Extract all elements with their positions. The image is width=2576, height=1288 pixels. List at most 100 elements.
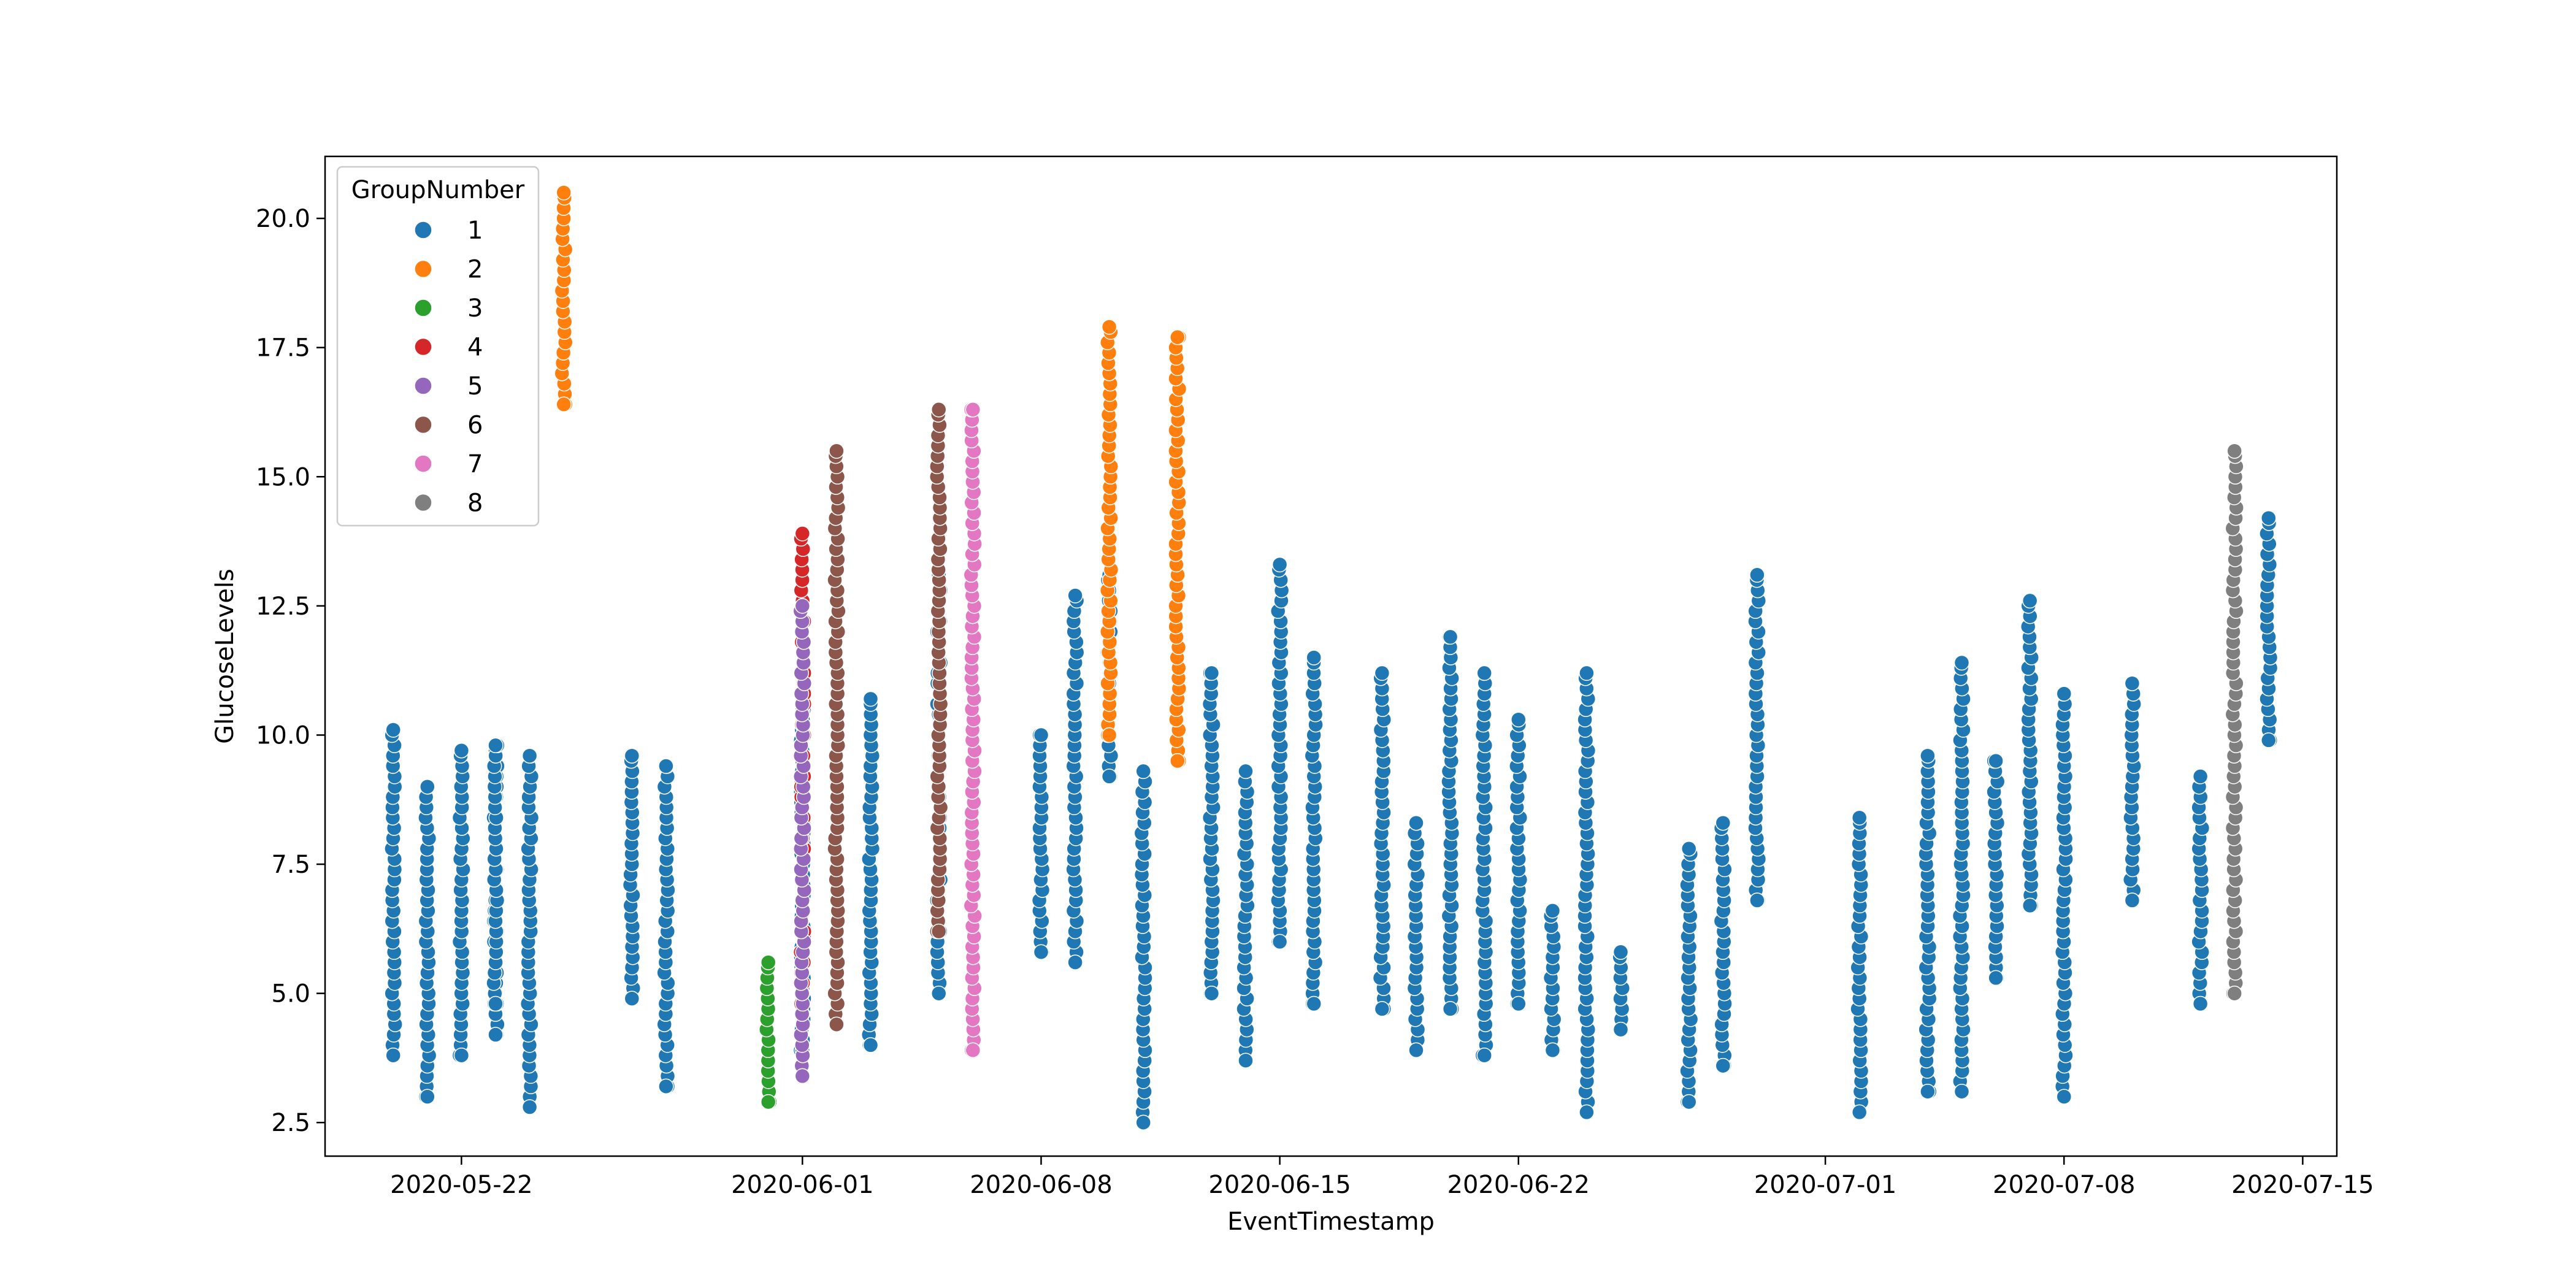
data-point-group-1 (1238, 763, 1254, 780)
data-point-group-1 (1306, 995, 1322, 1012)
data-point-group-1 (385, 1047, 401, 1064)
legend-label-group-5: 5 (467, 372, 483, 401)
data-point-group-1 (1681, 1094, 1697, 1110)
data-point-group-6 (930, 923, 947, 940)
x-tick-label: 2020-07-15 (2231, 1171, 2374, 1199)
points-layer (384, 185, 2279, 1130)
data-point-group-1 (2261, 510, 2277, 526)
data-point-group-1 (1033, 944, 1049, 960)
data-point-group-1 (1271, 933, 1288, 950)
data-point-group-1 (1408, 1042, 1424, 1059)
data-point-group-1 (1374, 665, 1390, 681)
legend-marker-group-1 (414, 221, 432, 239)
data-point-group-2 (1170, 753, 1186, 769)
data-point-group-1 (1749, 567, 1765, 583)
data-point-group-1 (1238, 1052, 1254, 1068)
data-point-group-2 (1170, 329, 1186, 345)
x-tick-label: 2020-06-22 (1447, 1171, 1590, 1199)
legend-label-group-6: 6 (467, 412, 483, 440)
y-axis-label: GlucoseLevels (211, 569, 239, 744)
data-point-group-1 (1851, 1104, 1868, 1121)
legend-marker-group-4 (414, 337, 432, 356)
y-axis: 2.5 5.0 7.5 10.0 12.5 15.0 17.5 20.0 (256, 205, 325, 1137)
data-point-group-1 (2022, 897, 2038, 914)
data-point-group-1 (453, 1047, 470, 1064)
data-point-group-1 (1544, 1042, 1561, 1059)
data-point-group-1 (658, 1078, 674, 1095)
data-point-group-1 (488, 995, 504, 1012)
legend-title: GroupNumber (351, 176, 525, 204)
data-point-group-1 (1374, 1001, 1390, 1017)
y-tick-label: 15.0 (256, 463, 310, 491)
legend-marker-group-5 (414, 377, 432, 395)
y-tick-label: 7.5 (271, 851, 310, 879)
data-point-group-1 (420, 1089, 435, 1105)
data-point-group-1 (1067, 954, 1083, 970)
legend-marker-group-3 (414, 299, 432, 317)
data-point-group-1 (2261, 732, 2277, 748)
data-point-group-1 (624, 991, 640, 1006)
legend-frame (336, 166, 540, 527)
data-point-group-1 (1579, 665, 1595, 681)
x-axis: 2020-05-22 2020-06-01 2020-06-08 2020-06-15… (390, 1156, 2374, 1199)
data-point-group-2 (556, 185, 572, 201)
data-point-group-1 (1511, 711, 1527, 727)
data-point-group-8 (2226, 443, 2242, 459)
data-point-group-1 (862, 691, 879, 707)
data-point-group-1 (453, 742, 470, 759)
data-point-group-1 (385, 722, 401, 738)
data-point-group-1 (1442, 629, 1459, 645)
x-tick-label: 2020-06-15 (1208, 1171, 1351, 1199)
y-tick-label: 12.5 (256, 592, 310, 621)
data-point-group-6 (930, 402, 947, 418)
data-point-group-1 (862, 1037, 879, 1053)
data-point-group-5 (794, 598, 811, 614)
data-point-group-1 (1988, 970, 2004, 986)
data-point-group-1 (2022, 592, 2038, 609)
data-point-group-3 (760, 1094, 776, 1110)
data-point-group-3 (760, 954, 776, 970)
x-axis-label: EventTimestamp (1227, 1208, 1435, 1236)
data-point-group-1 (1681, 841, 1697, 857)
data-point-group-1 (1920, 748, 1936, 764)
legend-marker-group-8 (414, 493, 432, 512)
data-point-group-5 (794, 1068, 811, 1084)
data-point-group-1 (521, 748, 538, 764)
data-point-group-1 (658, 758, 674, 774)
data-point-group-1 (1476, 1047, 1492, 1064)
data-point-group-1 (1442, 1001, 1459, 1017)
data-point-group-1 (2056, 686, 2072, 702)
legend-label-group-3: 3 (467, 294, 483, 323)
data-point-group-1 (420, 778, 435, 795)
data-point-group-1 (1271, 556, 1288, 573)
data-point-group-1 (1715, 815, 1731, 831)
data-point-group-1 (1851, 810, 1868, 826)
data-point-group-1 (488, 737, 504, 754)
data-point-group-1 (1135, 1114, 1151, 1130)
data-point-group-1 (624, 748, 640, 764)
legend-label-group-1: 1 (467, 217, 483, 245)
data-point-group-1 (1101, 769, 1117, 784)
data-point-group-6 (829, 443, 845, 459)
y-tick-label: 2.5 (271, 1109, 310, 1137)
data-point-group-6 (829, 1016, 845, 1032)
x-tick-label: 2020-06-01 (731, 1171, 873, 1199)
legend-label-group-7: 7 (467, 450, 483, 478)
data-point-group-1 (1067, 588, 1083, 604)
y-tick-label: 10.0 (256, 721, 310, 749)
y-tick-label: 5.0 (271, 980, 310, 1008)
data-point-group-1 (1953, 1083, 1970, 1100)
data-point-group-1 (1203, 665, 1220, 681)
legend-label-group-8: 8 (467, 489, 483, 518)
x-tick-label: 2020-05-22 (390, 1171, 532, 1199)
data-point-group-1 (1988, 753, 2004, 769)
data-point-group-1 (1476, 665, 1492, 681)
data-point-group-1 (1408, 815, 1424, 831)
y-tick-label: 20.0 (256, 205, 310, 233)
legend-marker-group-7 (414, 454, 432, 473)
data-point-group-2 (1101, 727, 1117, 743)
data-point-group-1 (488, 1027, 504, 1043)
data-point-group-1 (1920, 1083, 1936, 1100)
data-point-group-1 (2124, 675, 2141, 691)
plot-area-frame (324, 155, 2338, 1157)
